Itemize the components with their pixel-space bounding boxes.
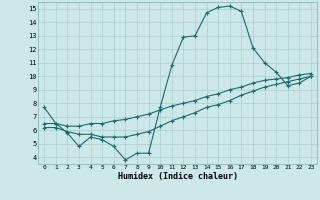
X-axis label: Humidex (Indice chaleur): Humidex (Indice chaleur) <box>118 172 238 181</box>
